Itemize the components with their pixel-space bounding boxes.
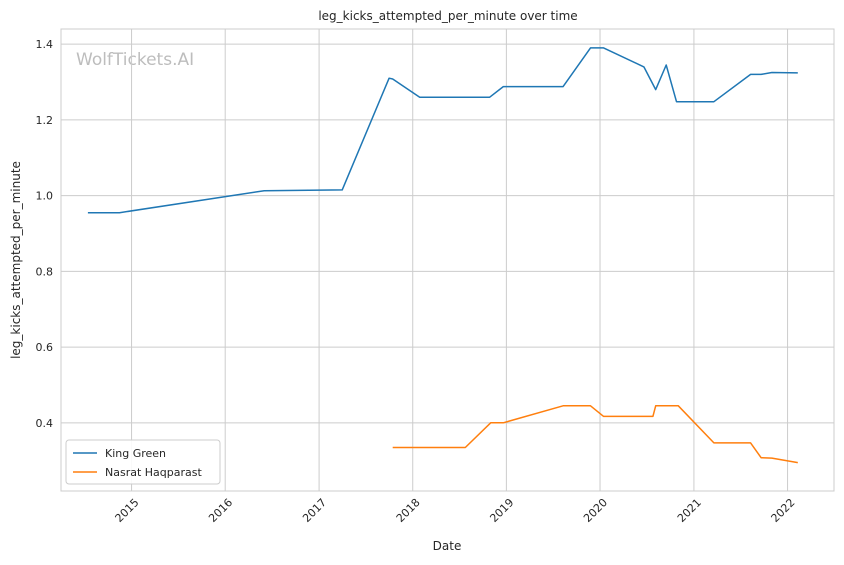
x-axis-label: Date [433,539,462,553]
y-tick-label: 0.6 [36,341,54,354]
y-tick-label: 1.2 [36,114,54,127]
legend-label-nasrat-haqparast: Nasrat Haqparast [105,466,202,479]
y-tick-label: 0.8 [36,265,54,278]
legend-label-king-green: King Green [105,447,166,460]
series-lines [87,47,798,464]
watermark-text: WolfTickets.AI [76,50,194,70]
y-tick-label: 1.0 [36,190,54,203]
grid-lines [61,29,834,491]
series-line-king-green [87,47,798,214]
legend-box [65,439,221,485]
y-tick-label: 0.4 [36,417,54,430]
y-tick-label: 1.4 [36,38,54,51]
series-line-nasrat-haqparast [392,405,798,464]
chart-title: leg_kicks_attempted_per_minute over time [318,9,577,23]
plot-frame [60,28,835,492]
legend: King Green Nasrat Haqparast [65,439,221,485]
y-axis-label: leg_kicks_attempted_per_minute [9,161,23,359]
